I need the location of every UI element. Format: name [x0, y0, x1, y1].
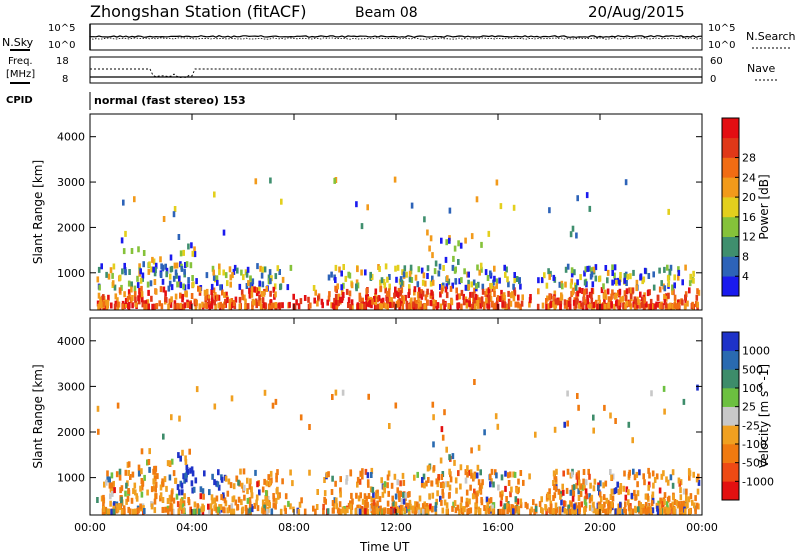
velocity-colorbar-tick-7: -1000 [742, 475, 774, 488]
velocity-colorbar-swatch-8 [722, 332, 739, 351]
power-y-tick-3: 4000 [57, 131, 85, 144]
velocity-colorbar-swatch-4 [722, 406, 739, 426]
nave-trace [90, 68, 702, 78]
nsearch-tick-low: 10^0 [708, 40, 735, 51]
velocity-colorbar-swatch-3 [722, 425, 739, 445]
nave-tick-low: 0 [710, 74, 716, 85]
beam-label: Beam 08 [355, 5, 418, 21]
power-colorbar-swatch-8 [722, 118, 739, 139]
velocity-y-tick-1: 2000 [57, 426, 85, 439]
power-panel: 1000 2000 3000 4000 Slant Range [km] 4 8 12 16 20… [31, 113, 771, 311]
freq-tick-high: 18 [56, 56, 69, 67]
power-colorbar-swatch-6 [722, 157, 739, 178]
power-colorbar-tick-2: 12 [742, 231, 756, 244]
power-colorbar-swatch-4 [722, 197, 739, 218]
velocity-y-label: Slant Range [km] [31, 364, 45, 468]
velocity-colorbar-tick-2: 100 [742, 382, 763, 395]
noise-tick-low: 10^0 [48, 40, 75, 51]
noise-tick-high: 10^5 [48, 23, 75, 34]
freq-unit-label: [MHz] [6, 69, 35, 80]
power-colorbar-swatch-2 [722, 236, 739, 257]
velocity-x-tick-0: 00:00 [74, 521, 106, 534]
x-axis-title: Time UT [359, 540, 410, 554]
nsearch-tick-high: 10^5 [708, 23, 735, 34]
power-y-label: Slant Range [km] [31, 160, 45, 264]
velocity-colorbar-tick-6: -500 [742, 457, 767, 470]
freq-label: Freq. [8, 56, 33, 67]
freq-panel [89, 56, 703, 84]
power-colorbar-tick-1: 8 [742, 250, 749, 263]
power-colorbar-swatch-3 [722, 216, 739, 237]
velocity-y-tick-3: 4000 [57, 335, 85, 348]
velocity-colorbar-swatch-1 [722, 462, 739, 482]
date-label: 20/Aug/2015 [588, 3, 685, 21]
velocity-x-tick-3: 12:00 [380, 521, 412, 534]
power-y-tick-0: 1000 [57, 267, 85, 280]
nsky-label: N.Sky [2, 36, 34, 49]
power-colorbar-tick-3: 16 [742, 211, 756, 224]
velocity-y-tick-0: 1000 [57, 472, 85, 485]
power-colorbar-tick-4: 20 [742, 191, 756, 204]
power-scatter-field [96, 176, 701, 310]
velocity-colorbar-swatch-6 [722, 369, 739, 389]
velocity-colorbar-swatch-2 [722, 444, 739, 463]
noise-search-trace [89, 37, 703, 40]
power-colorbar-tick-5: 24 [742, 171, 756, 184]
power-colorbar-swatch-5 [722, 177, 739, 198]
power-colorbar-swatch-7 [722, 137, 739, 158]
noise-sky-trace [89, 35, 703, 38]
velocity-colorbar-tick-4: -25 [742, 419, 760, 432]
cpid-label: CPID [6, 95, 33, 106]
power-colorbar-swatch-1 [722, 256, 739, 277]
velocity-x-tick-2: 08:00 [278, 521, 310, 534]
velocity-colorbar-tick-3: 25 [742, 401, 756, 414]
velocity-colorbar-swatch-0 [722, 481, 739, 501]
velocity-x-tick-4: 16:00 [482, 521, 514, 534]
nave-tick-high: 60 [710, 56, 723, 67]
velocity-scatter-field [96, 379, 701, 515]
velocity-panel: 1000 2000 3000 4000 Slant Range [km] 00:00 04:… [31, 317, 774, 534]
velocity-colorbar-tick-5: -100 [742, 438, 767, 451]
velocity-colorbar: 1000 500 100 25 -25 -100 -500 -1000 Velocity [m … [721, 331, 774, 501]
nsearch-label: N.Search [746, 30, 796, 43]
velocity-colorbar-tick-0: 1000 [742, 345, 770, 358]
cpid-mode-label: normal (fast stereo) 153 [94, 94, 246, 107]
velocity-x-tick-6: 00:00 [686, 521, 718, 534]
velocity-colorbar-label: Velocity [m s^-1] [757, 364, 771, 468]
nave-label: Nave [747, 62, 775, 75]
velocity-colorbar-swatch-5 [722, 388, 739, 407]
velocity-y-tick-2: 3000 [57, 380, 85, 393]
velocity-x-tick-5: 20:00 [584, 521, 616, 534]
power-y-tick-1: 2000 [57, 221, 85, 234]
velocity-colorbar-tick-1: 500 [742, 363, 763, 376]
station-title: Zhongshan Station (fitACF) [90, 2, 307, 21]
power-colorbar-tick-6: 28 [742, 152, 756, 165]
power-y-tick-2: 3000 [57, 176, 85, 189]
power-colorbar-tick-0: 4 [742, 270, 749, 283]
power-colorbar-label: Power [dB] [757, 174, 771, 239]
top-panel-lines [89, 24, 703, 78]
freq-tick-low: 8 [62, 74, 68, 85]
velocity-colorbar-swatch-7 [722, 350, 739, 370]
power-colorbar-swatch-0 [722, 276, 739, 297]
velocity-x-tick-1: 04:00 [176, 521, 208, 534]
